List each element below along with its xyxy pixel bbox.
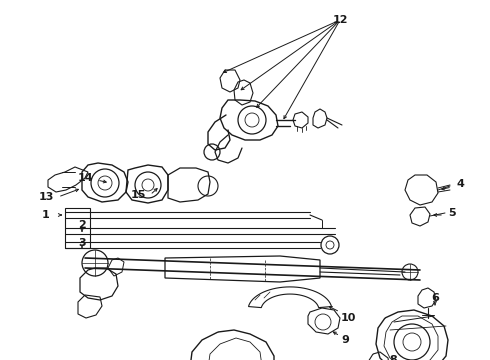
Text: 12: 12	[332, 15, 348, 25]
Text: 6: 6	[431, 293, 439, 303]
Text: 8: 8	[389, 355, 397, 360]
Text: 9: 9	[341, 335, 349, 345]
Text: 13: 13	[38, 192, 54, 202]
Text: 2: 2	[78, 220, 86, 230]
Text: 3: 3	[78, 238, 86, 248]
Text: 4: 4	[456, 179, 464, 189]
Text: 1: 1	[42, 210, 50, 220]
Text: 14: 14	[77, 173, 93, 183]
Text: 10: 10	[341, 313, 356, 323]
Text: 15: 15	[130, 190, 146, 200]
Text: 5: 5	[448, 208, 456, 218]
